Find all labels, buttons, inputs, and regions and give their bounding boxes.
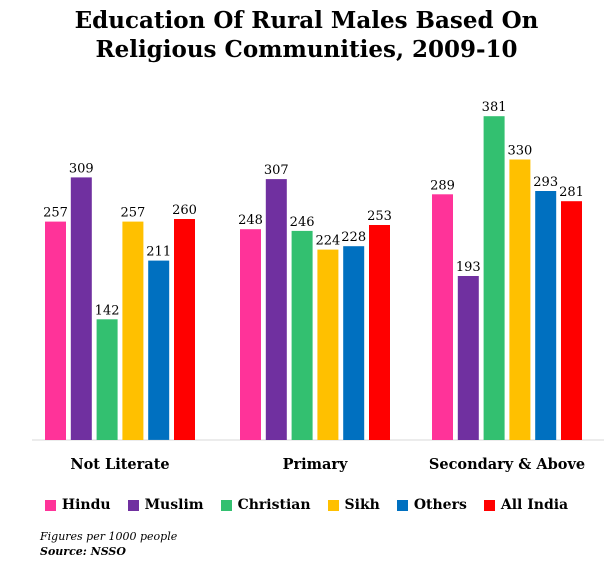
data-label: 193 xyxy=(456,260,481,275)
data-label: 330 xyxy=(507,144,532,159)
chart-title-line: Education Of Rural Males Based On xyxy=(74,7,539,34)
data-label: 289 xyxy=(430,178,455,193)
data-label: 224 xyxy=(315,234,340,249)
x-tick-label: Primary xyxy=(283,456,348,473)
bar xyxy=(291,230,313,440)
legend-item: Christian xyxy=(220,497,311,513)
chart-title: Education Of Rural Males Based On Religio… xyxy=(0,6,613,64)
source-note: Source: NSSO xyxy=(40,545,126,558)
bar xyxy=(317,249,339,440)
x-tick-label: Secondary & Above xyxy=(429,456,585,473)
data-label: 293 xyxy=(533,175,558,190)
data-label: 257 xyxy=(120,206,145,221)
legend-item: Hindu xyxy=(44,497,111,513)
data-label: 260 xyxy=(172,203,197,218)
bar xyxy=(174,219,195,440)
bar xyxy=(483,116,505,440)
bar xyxy=(432,194,453,440)
legend-label: Christian xyxy=(237,497,311,513)
legend-swatch xyxy=(327,499,339,511)
data-label: 248 xyxy=(238,213,263,228)
x-tick-label: Not Literate xyxy=(70,456,169,473)
data-label: 309 xyxy=(69,161,94,176)
chart-title-text: Education Of Rural Males Based On Religio… xyxy=(75,7,539,63)
bar xyxy=(96,319,118,440)
legend-swatch xyxy=(127,499,139,511)
data-label: 142 xyxy=(95,303,120,318)
data-label: 228 xyxy=(341,230,366,245)
legend-swatch xyxy=(44,499,56,511)
legend-item: Muslim xyxy=(127,497,204,513)
bar xyxy=(148,260,170,440)
data-label: 211 xyxy=(146,245,171,260)
bar xyxy=(509,159,531,440)
bar xyxy=(45,221,66,440)
legend-label: All India xyxy=(500,497,569,513)
bar xyxy=(457,276,479,440)
legend: Hindu Muslim Christian Sikh Others All India xyxy=(0,494,613,516)
data-label: 257 xyxy=(43,206,68,221)
legend-swatch xyxy=(396,499,408,511)
legend-swatch xyxy=(220,499,232,511)
legend-label: Others xyxy=(413,497,467,513)
data-label: 246 xyxy=(290,215,315,230)
bar xyxy=(535,191,557,440)
legend-item: Others xyxy=(396,497,467,513)
legend-label: Sikh xyxy=(344,497,380,513)
legend-item: Sikh xyxy=(327,497,380,513)
data-label: 281 xyxy=(559,185,584,200)
bar xyxy=(369,225,390,440)
chart-title-line: Religious Communities, 2009-10 xyxy=(95,36,518,63)
bar xyxy=(265,179,287,440)
bar xyxy=(343,246,365,440)
legend-item: All India xyxy=(483,497,569,513)
bar xyxy=(70,177,92,440)
data-label: 253 xyxy=(367,209,392,224)
data-label: 307 xyxy=(264,163,289,178)
bar xyxy=(240,229,261,440)
data-label: 381 xyxy=(482,100,507,115)
legend-label: Hindu xyxy=(61,497,111,513)
bar xyxy=(122,221,144,440)
bar xyxy=(561,201,582,440)
legend-label: Muslim xyxy=(144,497,204,513)
legend-swatch xyxy=(483,499,495,511)
figures-note: Figures per 1000 people xyxy=(40,530,178,543)
